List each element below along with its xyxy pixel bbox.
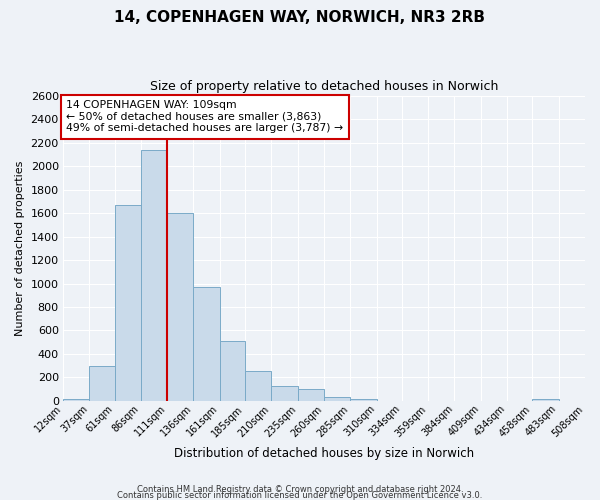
- Bar: [350, 399, 377, 401]
- Bar: [271, 386, 298, 401]
- Y-axis label: Number of detached properties: Number of detached properties: [15, 160, 25, 336]
- Bar: [298, 389, 324, 401]
- Bar: [167, 213, 193, 401]
- Bar: [220, 341, 245, 401]
- Text: 14, COPENHAGEN WAY, NORWICH, NR3 2RB: 14, COPENHAGEN WAY, NORWICH, NR3 2RB: [115, 10, 485, 25]
- Bar: [63, 398, 89, 401]
- Text: Contains HM Land Registry data © Crown copyright and database right 2024.: Contains HM Land Registry data © Crown c…: [137, 484, 463, 494]
- Bar: [324, 396, 350, 401]
- Bar: [115, 205, 141, 401]
- Bar: [532, 399, 559, 401]
- Bar: [245, 371, 271, 401]
- Bar: [89, 366, 115, 401]
- Text: 14 COPENHAGEN WAY: 109sqm
← 50% of detached houses are smaller (3,863)
49% of se: 14 COPENHAGEN WAY: 109sqm ← 50% of detac…: [66, 100, 343, 134]
- Bar: [141, 150, 167, 401]
- Text: Contains public sector information licensed under the Open Government Licence v3: Contains public sector information licen…: [118, 490, 482, 500]
- Title: Size of property relative to detached houses in Norwich: Size of property relative to detached ho…: [150, 80, 498, 93]
- X-axis label: Distribution of detached houses by size in Norwich: Distribution of detached houses by size …: [174, 447, 474, 460]
- Bar: [193, 287, 220, 401]
